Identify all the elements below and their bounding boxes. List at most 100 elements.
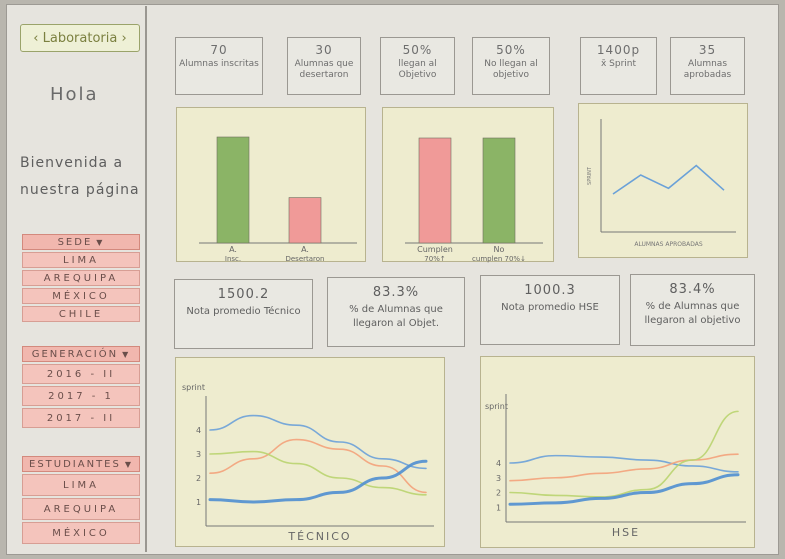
kpi-aprobadas: 35 Alumnas aprobadas (670, 37, 745, 95)
kpi-value: 1400p (596, 43, 641, 57)
stat-value: 83.3% (372, 285, 420, 300)
stat-value: 1500.2 (217, 287, 270, 302)
kpi-label: Alumnas inscritas (179, 59, 259, 69)
kpi-value: 30 (315, 43, 333, 57)
chart-aprobadas: SPRINT ALUMNAS APROBADAS (578, 103, 748, 258)
chart-tecnico: sprint TÉCNICO 1 2 3 4 (175, 357, 445, 547)
stat-label: % de Alumnas que llegaron al objetivo (644, 301, 741, 326)
bar (482, 137, 516, 244)
series-line (209, 450, 427, 496)
kpi-label: x̄ Sprint (600, 59, 637, 69)
generacion-dropdown[interactable]: GENERACIÓN ▼ (22, 346, 140, 362)
sede-item-chile[interactable]: CHILE (22, 306, 140, 322)
y-tick-label: 4 (196, 426, 201, 435)
x-tick-label: A. (301, 245, 309, 254)
kpi-desertaron: 30 Alumnas que desertaron (287, 37, 361, 95)
y-tick-label: 3 (496, 474, 501, 483)
x-axis-label: HSE (612, 526, 640, 539)
y-axis-label: sprint (182, 383, 205, 392)
generacion-item-2016-ii[interactable]: 2016 - II (22, 364, 140, 384)
x-tick-label: Desertaron (285, 255, 324, 263)
kpi-label: llegan al Objetivo (398, 59, 437, 80)
series-line (209, 414, 427, 470)
estudiantes-item-lima[interactable]: LIMA (22, 474, 140, 496)
sede-title: SEDE (57, 236, 93, 248)
kpi-label: Alumnas aprobadas (683, 59, 732, 80)
x-tick-label: Cumplen (417, 245, 453, 254)
sede-item-mexico[interactable]: MÉXICO (22, 288, 140, 304)
caret-down-icon: ▼ (122, 349, 131, 359)
estudiantes-title: ESTUDIANTES (29, 458, 121, 470)
generacion-item-2017-ii[interactable]: 2017 - II (22, 408, 140, 428)
kpi-no-llegan-objetivo: 50% No llegan al objetivo (472, 37, 550, 95)
sede-dropdown[interactable]: SEDE ▼ (22, 234, 140, 250)
x-tick-label: cumplen 70%↓ (472, 255, 526, 263)
x-tick-label: Insc. (225, 255, 241, 263)
greeting: Hola (50, 84, 99, 105)
x-axis-label: ALUMNAS APROBADAS (634, 241, 702, 248)
stat-objetivo-hse: 83.4% % de Alumnas que llegaron al objeti… (630, 274, 755, 346)
kpi-llegan-objetivo: 50% llegan al Objetivo (380, 37, 455, 95)
estudiantes-dropdown[interactable]: ESTUDIANTES ▼ (22, 456, 140, 472)
kpi-sprint-promedio: 1400p x̄ Sprint (580, 37, 657, 95)
x-tick-label: No (494, 245, 505, 254)
x-axis-label: TÉCNICO (287, 530, 351, 543)
stat-nota-hse: 1000.3 Nota promedio HSE (480, 275, 620, 345)
stat-value: 1000.3 (524, 283, 576, 298)
series-line (508, 473, 740, 506)
brand-logo[interactable]: ‹ Laboratoria › (20, 24, 140, 52)
series-line (509, 454, 739, 473)
line-chart-svg: sprint TÉCNICO 1 2 3 4 (182, 383, 434, 543)
series-line (612, 164, 725, 195)
bar (216, 136, 250, 244)
chart-inscritas-desertaron: A. Insc. A. Desertaron (176, 107, 366, 263)
kpi-label: Alumnas que desertaron (294, 59, 354, 80)
kpi-value: 50% (402, 43, 433, 57)
y-tick-label: 1 (496, 503, 501, 512)
kpi-value: 70 (210, 43, 228, 57)
y-tick-label: 3 (196, 450, 201, 459)
brand-label: Laboratoria (42, 30, 118, 46)
line-chart-svg: SPRINT ALUMNAS APROBADAS (587, 119, 736, 248)
generacion-title: GENERACIÓN (31, 348, 119, 360)
y-axis-label: SPRINT (587, 166, 593, 185)
stat-objetivo-tecnico: 83.3% % de Alumnas que llegaron al Objet. (327, 277, 465, 347)
sede-item-lima[interactable]: LIMA (22, 252, 140, 268)
stat-label: Nota promedio HSE (501, 302, 599, 313)
x-tick-label: A. (229, 245, 237, 254)
y-axis-label: sprint (485, 402, 508, 411)
series-line (209, 438, 427, 494)
sidebar: ‹ Laboratoria › Hola Bienvenida a nuestr… (8, 6, 147, 552)
caret-down-icon: ▼ (96, 237, 105, 247)
x-tick-label: 70%↑ (424, 255, 445, 263)
y-tick-label: 2 (496, 489, 501, 498)
chart-hse: sprint HSE 1 2 3 4 (480, 356, 755, 548)
kpi-label: No llegan al objetivo (484, 59, 538, 80)
caret-down-icon: ▼ (124, 459, 133, 469)
estudiantes-item-mexico[interactable]: MÉXICO (22, 522, 140, 544)
chart-cumplen: Cumplen 70%↑ No cumplen 70%↓ (382, 107, 554, 263)
stat-label: Nota promedio Técnico (186, 306, 301, 317)
bar (288, 197, 322, 244)
line-chart-svg: sprint HSE 1 2 3 4 (485, 394, 746, 539)
estudiantes-menu: ESTUDIANTES ▼ LIMA AREQUIPA MÉXICO (22, 456, 140, 546)
generacion-item-2017-1[interactable]: 2017 - 1 (22, 386, 140, 406)
kpi-inscritas: 70 Alumnas inscritas (175, 37, 263, 95)
stat-value: 83.4% (669, 282, 716, 297)
stat-nota-tecnico: 1500.2 Nota promedio Técnico (174, 279, 313, 349)
y-tick-label: 4 (496, 459, 501, 468)
series-line (509, 410, 739, 498)
kpi-value: 50% (496, 43, 526, 57)
series-line (208, 459, 428, 504)
stat-label: % de Alumnas que llegaron al Objet. (349, 304, 443, 329)
bar-chart-svg: A.Insc.A.Desertaron (199, 136, 357, 263)
sede-item-arequipa[interactable]: AREQUIPA (22, 270, 140, 286)
welcome-text: Bienvenida a nuestra página (20, 155, 140, 198)
bar (418, 137, 452, 244)
y-tick-label: 2 (196, 474, 201, 483)
y-tick-label: 1 (196, 498, 201, 507)
generacion-menu: GENERACIÓN ▼ 2016 - II 2017 - 1 2017 - II (22, 346, 140, 430)
sede-menu: SEDE ▼ LIMA AREQUIPA MÉXICO CHILE (22, 234, 140, 324)
estudiantes-item-arequipa[interactable]: AREQUIPA (22, 498, 140, 520)
